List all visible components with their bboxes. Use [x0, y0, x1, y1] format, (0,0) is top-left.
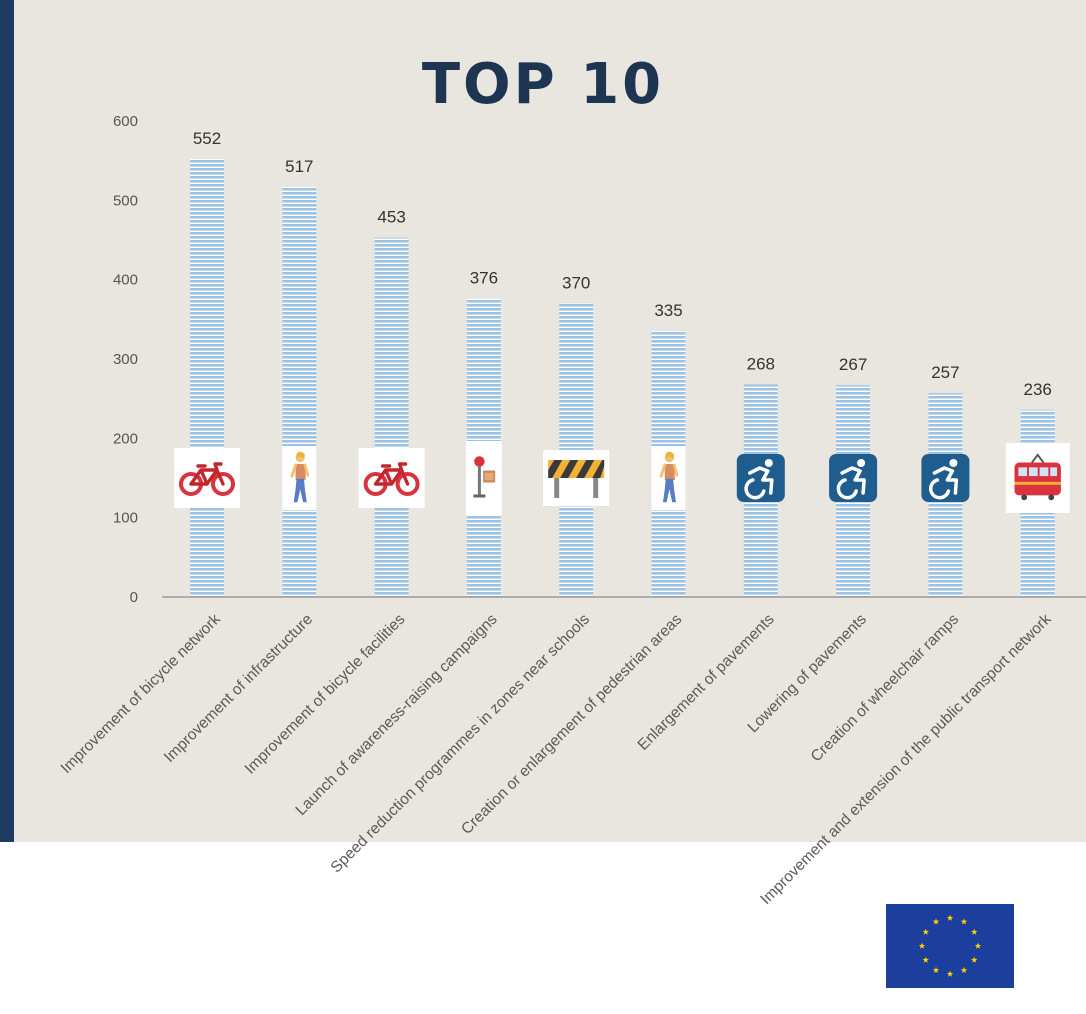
x-tick-label: Improvement of infrastructure	[161, 611, 316, 766]
left-accent-bar	[0, 0, 14, 842]
x-tick-label: Creation of wheelchair ramps	[808, 611, 963, 766]
wheelchair-icon	[920, 452, 971, 504]
tram-icon	[1005, 443, 1070, 513]
y-tick-label: 300	[113, 351, 138, 368]
star-icon	[946, 970, 954, 977]
star-icon	[922, 956, 929, 963]
data-labels: 552 517 453 376 370 335 268 267 257 236	[193, 129, 1052, 399]
y-tick-label: 0	[130, 589, 138, 606]
x-tick-label: Launch of awareness-raising campaigns	[293, 611, 501, 819]
y-tick-label: 200	[113, 430, 138, 447]
data-label: 335	[654, 301, 682, 320]
eu-flag-logo	[886, 904, 1014, 988]
y-axis: 0 100 200 300 400 500 600	[113, 113, 138, 606]
star-icon	[971, 928, 978, 935]
person-walking-icon	[651, 446, 686, 510]
data-label: 267	[839, 355, 867, 374]
construction-barrier-icon	[543, 450, 610, 506]
data-label: 517	[285, 157, 313, 176]
person-walking-icon	[282, 446, 317, 510]
star-icon	[960, 918, 968, 925]
bicycle-icon	[174, 448, 240, 508]
y-tick-label: 400	[113, 272, 138, 289]
bar-icons	[174, 441, 1070, 515]
star-icon	[932, 918, 940, 925]
wheelchair-icon	[828, 452, 879, 504]
bar	[190, 159, 224, 597]
bar	[374, 237, 409, 597]
star-icon	[946, 914, 954, 921]
data-label: 376	[470, 269, 498, 288]
y-tick-label: 100	[113, 510, 138, 527]
chart-title: TOP 10	[421, 52, 665, 117]
data-label: 453	[377, 208, 405, 227]
data-label: 268	[747, 354, 775, 373]
data-label: 236	[1024, 380, 1052, 399]
star-icon	[971, 956, 978, 963]
star-icon	[960, 966, 968, 973]
chart-panel	[0, 0, 1086, 842]
bicycle-icon	[358, 448, 425, 508]
data-label: 552	[193, 129, 221, 148]
x-axis-labels: Improvement of bicycle networkImprovemen…	[58, 611, 1055, 908]
data-label: 370	[562, 273, 590, 292]
wheelchair-icon	[735, 452, 786, 504]
star-icon	[918, 942, 926, 949]
x-tick-label: Improvement of bicycle facilities	[242, 611, 409, 778]
y-tick-label: 600	[113, 113, 138, 130]
x-tick-label: Improvement of bicycle network	[58, 611, 224, 777]
data-label: 257	[931, 363, 959, 382]
star-icon	[974, 942, 982, 949]
y-tick-label: 500	[113, 192, 138, 209]
bar	[282, 186, 317, 597]
bars	[190, 159, 1055, 597]
star-icon	[932, 966, 940, 973]
signpost-icon	[465, 441, 502, 515]
star-icon	[922, 928, 929, 935]
